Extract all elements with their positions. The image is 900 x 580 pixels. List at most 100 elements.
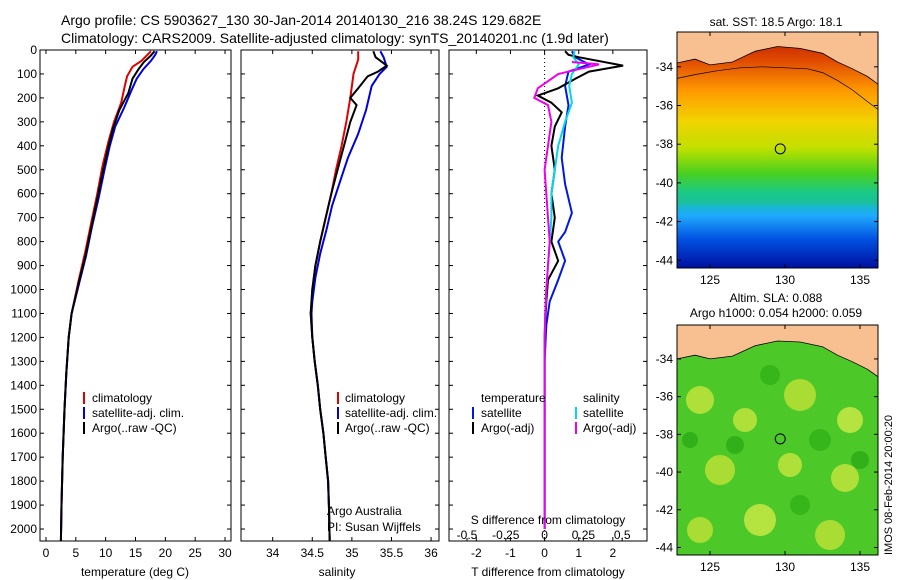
y-tick-label: 0 xyxy=(30,43,37,57)
legend-header-temperature: temperature xyxy=(481,391,546,405)
series-line-climatology xyxy=(309,51,360,541)
y-tick-label: 1000 xyxy=(10,283,37,297)
x-tick-label: 135 xyxy=(850,273,870,287)
sla-anomaly-blob xyxy=(705,455,735,485)
y-tick-label: 800 xyxy=(17,235,37,249)
s-tick-label: -0.5 xyxy=(457,528,478,542)
x-tick-label: -1 xyxy=(505,546,516,560)
y-tick-label: -40 xyxy=(656,465,674,479)
x-tick-label: 125 xyxy=(700,560,720,574)
y-tick-label: -44 xyxy=(656,253,674,267)
legend-label-temperature-satellite: satellite xyxy=(481,406,522,420)
difference-panel: -2 -1 0 1 2 -0.5 -0.25 0 0.25 0.5 S difference f… xyxy=(448,49,648,579)
x-tick-label: -2 xyxy=(471,546,482,560)
legend-label-satellite: satellite-adj. clim. xyxy=(345,406,437,420)
legend-label-climatology: climatology xyxy=(345,391,405,405)
x-tick-label: 0 xyxy=(43,546,50,560)
x-tick-label: 34.5 xyxy=(301,546,325,560)
y-tick-label: -34 xyxy=(656,352,674,366)
salinity-xlabel: salinity xyxy=(319,565,356,579)
sst-map-title: sat. SST: 18.5 Argo: 18.1 xyxy=(710,15,843,29)
x-tick-label: 35 xyxy=(345,546,359,560)
land-mask xyxy=(677,32,878,85)
sla-anomaly-blob xyxy=(686,386,714,414)
temperature-panel: 0100200300400500600700800900100011001200… xyxy=(10,43,232,579)
sla-anomaly-blob xyxy=(760,365,780,385)
y-tick-label: 1900 xyxy=(10,498,37,512)
y-tick-label: 500 xyxy=(17,163,37,177)
difference-xlabel-top: S difference from climatology xyxy=(471,513,626,527)
sst-noise-band-1 xyxy=(677,140,878,148)
x-tick-label: 36 xyxy=(424,546,438,560)
sla-anomaly-blob xyxy=(682,432,698,448)
y-tick-label: 900 xyxy=(17,259,37,273)
title-line-1: Argo profile: CS 5903627_130 30-Jan-2014… xyxy=(61,12,541,28)
x-tick-label: 34 xyxy=(266,546,280,560)
y-tick-label: 2000 xyxy=(10,522,37,536)
series-line-argo-raw-qc xyxy=(309,50,389,541)
s-tick-label: -0.25 xyxy=(492,528,520,542)
series-line-salinity-satellite xyxy=(543,50,580,529)
sla-anomaly-blob xyxy=(733,408,757,432)
s-tick-label: 0 xyxy=(541,528,548,542)
series-line-salinity-argo-adj xyxy=(533,61,600,529)
y-tick-label: -44 xyxy=(656,540,674,554)
temperature-xlabel: temperature (deg C) xyxy=(81,565,189,579)
y-tick-label: -36 xyxy=(656,390,674,404)
sla-map-title-1: Altim. SLA: 0.088 xyxy=(730,291,823,305)
coastline xyxy=(677,340,878,378)
salinity-panel: 34 34.5 35 35.5 36 salinity climatology sate… xyxy=(240,49,440,579)
argo-position-marker xyxy=(774,143,786,155)
y-tick-label: -42 xyxy=(656,215,674,229)
sst-map-panel: sat. SST: 18.5 Argo: 18.1 -34 -36 -38 -40 -4… xyxy=(656,15,879,287)
x-tick-label: 125 xyxy=(700,273,720,287)
y-tick-label: 1400 xyxy=(10,378,37,392)
x-tick-label: 2 xyxy=(610,546,617,560)
temperature-axes-frame xyxy=(39,49,232,542)
series-line-argo-raw-qc xyxy=(59,50,156,541)
sla-map-panel: Altim. SLA: 0.088 Argo h1000: 0.054 h200… xyxy=(656,291,879,574)
sla-anomaly-blob xyxy=(790,495,810,515)
y-tick-label: 1700 xyxy=(10,450,37,464)
x-tick-label: 20 xyxy=(159,546,173,560)
sla-anomaly-blob xyxy=(778,453,802,477)
legend-label-temperature-argo: Argo(-adj) xyxy=(481,421,534,435)
sla-anomaly-blob xyxy=(831,464,859,492)
x-tick-label: 25 xyxy=(189,546,203,560)
y-tick-label: -38 xyxy=(656,427,674,441)
salinity-axes-frame xyxy=(240,49,440,542)
difference-xlabel: T difference from climatology xyxy=(471,565,625,579)
y-tick-label: 400 xyxy=(17,139,37,153)
y-tick-label: -42 xyxy=(656,503,674,517)
land-mask xyxy=(677,325,878,377)
x-tick-label: 30 xyxy=(218,546,232,560)
difference-legend: temperature salinity satellite Argo(-adj… xyxy=(472,391,636,435)
y-tick-label: 600 xyxy=(17,187,37,201)
s-tick-label: 0.5 xyxy=(614,528,631,542)
x-tick-label: 1 xyxy=(575,546,582,560)
imos-timestamp: IMOS 08-Feb-2014 20:00:20 xyxy=(883,415,895,555)
legend-label-salinity-satellite: satellite xyxy=(583,406,624,420)
argo-position-marker xyxy=(774,433,786,445)
sla-anomaly-blob xyxy=(837,407,863,433)
y-tick-label: 100 xyxy=(17,67,37,81)
difference-axes-frame xyxy=(448,49,648,542)
sla-anomaly-blob xyxy=(744,504,776,536)
sla-anomaly-blob xyxy=(851,451,869,469)
y-tick-label: 200 xyxy=(17,91,37,105)
x-tick-label: 15 xyxy=(129,546,143,560)
title-line-2: Climatology: CARS2009. Satellite-adjuste… xyxy=(61,30,609,46)
x-tick-label: 130 xyxy=(775,560,795,574)
legend-header-salinity: salinity xyxy=(583,391,620,405)
y-tick-label: -34 xyxy=(656,60,674,74)
sla-anomaly-blob xyxy=(815,520,845,550)
y-tick-label: 1500 xyxy=(10,402,37,416)
x-tick-label: 130 xyxy=(775,273,795,287)
y-tick-label: 1200 xyxy=(10,330,37,344)
sla-anomaly-blob xyxy=(784,379,816,411)
y-tick-label: -38 xyxy=(656,137,674,151)
sst-map-frame xyxy=(676,31,879,269)
legend-label-satellite: satellite-adj. clim. xyxy=(92,406,184,420)
